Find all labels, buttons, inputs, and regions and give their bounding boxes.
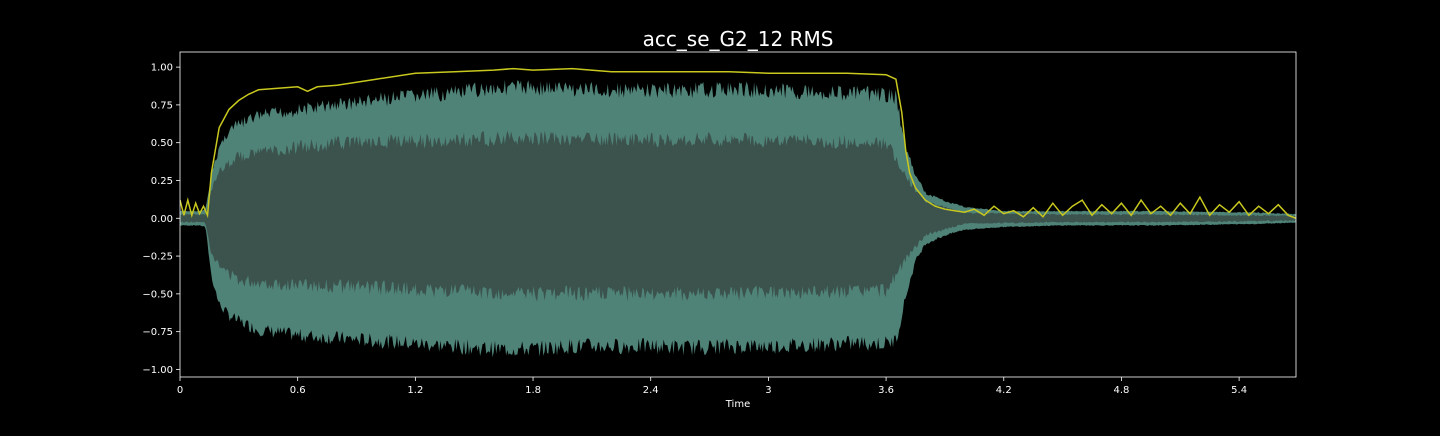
y-tick-label: −0.25 — [142, 252, 173, 263]
plot-area — [180, 67, 1296, 358]
x-tick-label: 0.6 — [290, 385, 306, 396]
y-tick-label: 0.25 — [151, 176, 173, 187]
y-tick-label: −0.75 — [142, 327, 173, 338]
x-tick-label: 3.6 — [878, 385, 894, 396]
x-tick-label: 1.2 — [407, 385, 423, 396]
y-tick-label: −1.00 — [142, 365, 173, 376]
y-axis: 1.00 0.75 0.50 0.25 0.00 −0.25 −0.50 −0.75 −1.00 — [142, 63, 180, 376]
axes-frame — [179, 51, 1297, 378]
y-tick-label: 0.50 — [151, 138, 173, 149]
x-tick-label: 3 — [765, 385, 771, 396]
y-tick-label: 1.00 — [151, 63, 173, 74]
rms-line — [180, 67, 1296, 220]
x-tick-label: 4.2 — [996, 385, 1012, 396]
y-tick-label: 0.00 — [151, 214, 173, 225]
chart-title: acc_se_G2_12 RMS — [643, 27, 834, 51]
y-tick-label: −0.50 — [142, 289, 173, 300]
x-axis: 0 0.6 1.2 1.8 2.4 3 3.6 4.2 4.8 5.4 — [177, 377, 1247, 396]
y-tick-label: 0.75 — [151, 100, 173, 111]
x-tick-label: 1.8 — [525, 385, 541, 396]
x-tick-label: 2.4 — [643, 385, 659, 396]
x-tick-label: 4.8 — [1113, 385, 1129, 396]
x-axis-label: Time — [725, 399, 750, 410]
x-tick-label: 0 — [177, 385, 183, 396]
waveform-core — [180, 130, 1296, 302]
x-tick-label: 5.4 — [1231, 385, 1247, 396]
